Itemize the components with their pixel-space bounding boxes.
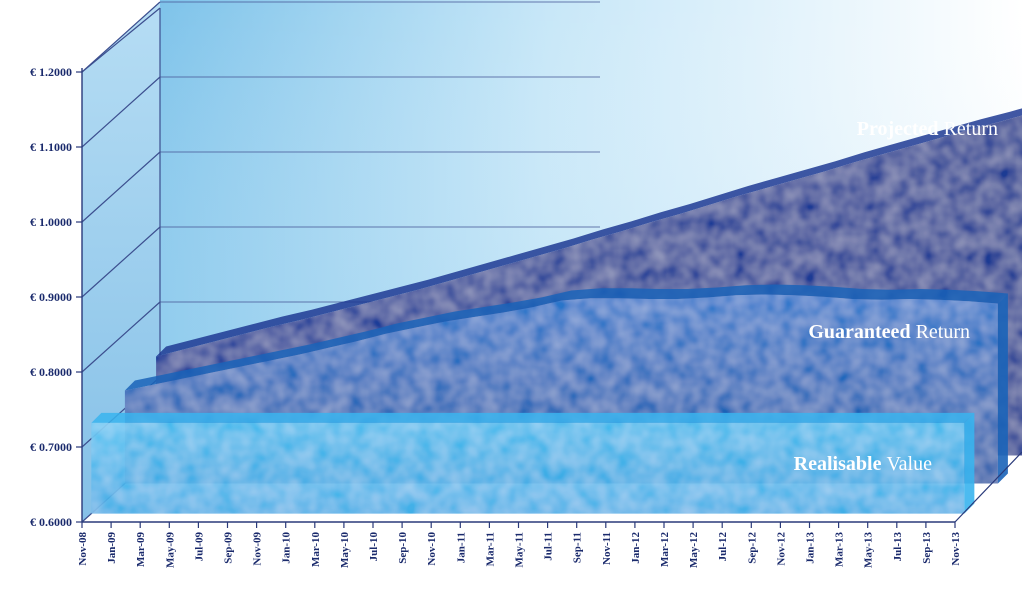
x-tick-label: Sep-13	[921, 532, 933, 564]
y-tick-label: € 0.9000	[30, 290, 72, 304]
gridline-diagonal	[81, 1, 161, 73]
series-label-rest: Return	[911, 321, 970, 343]
x-tick-label: Mar-11	[484, 532, 496, 566]
axes	[76, 68, 1022, 528]
series-layer	[91, 108, 1022, 514]
series-side-face	[964, 412, 975, 514]
y-tick-label: € 1.0000	[30, 215, 72, 229]
x-tick-label: May-09	[164, 532, 176, 569]
series-area	[91, 422, 965, 514]
x-tick-label: May-12	[688, 532, 700, 569]
x-tick-label: Jan-13	[805, 532, 817, 564]
y-tick-label: € 0.8000	[30, 365, 72, 379]
x-tick-label: Nov-08	[77, 532, 89, 566]
x-tick-label: Mar-12	[659, 532, 671, 568]
gridline-diagonal	[81, 151, 161, 223]
x-tick-label: Jul-12	[717, 532, 729, 562]
x-tick-label: Sep-10	[397, 532, 409, 564]
series-label-rest: Return	[939, 118, 998, 140]
y-tick-label: € 0.7000	[30, 440, 72, 454]
series-label-bold: Projected	[857, 118, 939, 140]
gridline-diagonal	[81, 76, 161, 148]
y-tick-label: € 1.1000	[30, 140, 72, 154]
series-top-face	[156, 108, 1022, 357]
y-tick-label: € 0.6000	[30, 515, 72, 529]
x-tick-label: Jul-09	[193, 532, 205, 562]
x-tick-label: Sep-11	[572, 532, 584, 563]
y-axis-tick-labels: € 0.6000 € 0.7000 € 0.8000 € 0.9000 € 1.0000…	[30, 65, 72, 529]
x-tick-label: Nov-10	[426, 532, 438, 566]
series-label-bold: Guaranteed	[808, 321, 910, 343]
floor-edge	[954, 451, 1022, 523]
x-tick-label: Jan-09	[106, 532, 118, 564]
x-tick-label: Nov-12	[775, 532, 787, 566]
x-tick-label: Jan-11	[455, 532, 467, 563]
x-tick-label: Mar-09	[135, 532, 147, 568]
x-tick-label: May-10	[339, 532, 351, 569]
x-tick-label: Jul-10	[368, 532, 380, 562]
x-tick-label: Sep-12	[746, 532, 758, 564]
x-tick-label: May-13	[863, 532, 875, 569]
x-tick-label: May-11	[514, 532, 526, 567]
top-edge	[81, 7, 161, 73]
series-label: Projected Return	[857, 118, 998, 140]
y-tick-label: € 1.2000	[30, 65, 72, 79]
x-tick-label: Jul-11	[543, 532, 555, 561]
series-side-face	[997, 293, 1008, 484]
gridline-diagonal	[81, 301, 161, 373]
gridline-diagonal	[81, 226, 161, 298]
series-top-face	[124, 284, 1008, 391]
x-tick-label: Jan-12	[630, 532, 642, 564]
x-tick-label: Mar-13	[834, 532, 846, 568]
x-tick-label: Jul-13	[892, 532, 904, 562]
x-tick-label: Mar-10	[310, 532, 322, 568]
x-tick-label: Sep-09	[223, 532, 235, 564]
x-axis-tick-labels: Nov-08 Jan-09 Mar-09 May-09 Jul-09 Sep-09 Nov-…	[77, 532, 962, 569]
series-top-face	[91, 412, 975, 423]
series-label-bold: Realisable	[794, 453, 882, 475]
x-tick-label: Nov-09	[252, 532, 264, 566]
series-label: Realisable Value	[794, 453, 932, 475]
x-tick-label: Jan-10	[281, 532, 293, 564]
x-tick-label: Nov-11	[601, 532, 613, 565]
x-tick-label: Nov-13	[950, 532, 962, 566]
series-label-rest: Value	[881, 453, 932, 475]
series-label: Guaranteed Return	[808, 321, 970, 343]
series-realisable-value	[91, 412, 975, 514]
